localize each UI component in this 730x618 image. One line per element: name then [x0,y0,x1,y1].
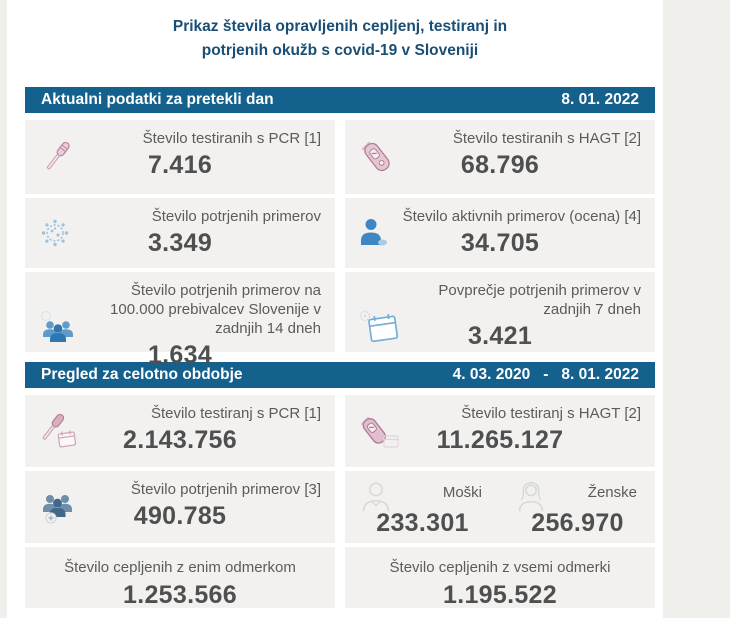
total-row-1: Število testiranj s PCR [1] 2.143.756 [25,395,655,467]
card-tested-hagt: Število testiranih s HAGT [2] 68.796 [345,120,655,194]
pcr-swab-icon [37,137,77,177]
stat-value: 1.634 [147,341,213,369]
stat-label: Število potrjenih primerov [3] [130,481,321,498]
card-tested-pcr: Število testiranih s PCR [1] 7.416 [25,120,335,194]
card-confirmed-cases: Število potrjenih primerov 3.349 [25,198,335,268]
stat-value: 68.796 [460,151,540,179]
page-title: Prikaz števila opravljenih cepljenj, tes… [25,0,655,87]
gender-male: Moški 233.301 [345,471,500,543]
antigen-test-calendar-icon [357,411,401,451]
stat-value: 1.195.522 [443,581,557,609]
date-to: 8. 01. 2022 [561,366,639,383]
card-total-hagt: Število testiranj s HAGT [2] 11.265.127 [345,395,655,467]
section-header-daily: Aktualni podatki za pretekli dan 8. 01. … [25,87,655,113]
stat-label: Število testiranih s PCR [1] [142,130,321,147]
card-active-cases: Število aktivnih primerov (ocena) [4] 34… [345,198,655,268]
card-vaccinated-all-doses: Število cepljenih z vsemi odmerki 1.195.… [345,547,655,609]
stat-label: Število testiranj s HAGT [2] [461,405,641,422]
card-7day-average: Povprečje potrjenih primerov v zadnjih 7… [345,272,655,352]
date-from: 4. 03. 2020 [452,366,531,383]
daily-row-1: Število testiranih s PCR [1] 7.416 [25,120,655,194]
stat-value: 3.349 [147,229,213,257]
people-group-virus-icon [37,308,81,346]
section-daily-title: Aktualni podatki za pretekli dan [41,91,274,108]
page-title-line2: potrjenih okužb s covid-19 v Sloveniji [201,42,479,59]
stat-label: Število potrjenih primerov na 100.000 pr… [110,282,321,337]
date-separator: - [543,366,549,383]
card-total-pcr: Število testiranj s PCR [1] 2.143.756 [25,395,335,467]
section-daily-date: 8. 01. 2022 [561,91,639,108]
total-row-2: Število potrjenih primerov [3] 490.785 [25,471,655,543]
gender-female: Ženske 256.970 [500,471,655,543]
stat-value: 256.970 [531,509,624,537]
card-14day-incidence: Število potrjenih primerov na 100.000 pr… [25,272,335,369]
stat-value: 2.143.756 [123,426,237,454]
card-total-confirmed: Število potrjenih primerov [3] 490.785 [25,471,335,543]
virus-icon [37,215,73,251]
stat-label: Število testiranj s PCR [1] [150,405,321,422]
stat-value: 490.785 [133,502,227,530]
stat-label: Število testiranih s HAGT [2] [452,130,641,147]
stat-label: Število aktivnih primerov (ocena) [4] [402,208,641,225]
stat-label: Moški [442,484,482,501]
calendar-virus-icon [357,308,403,346]
antigen-test-icon [357,137,397,177]
active-person-icon [357,216,391,250]
card-gender-split: Moški 233.301 Že [345,471,655,543]
section-total-title: Pregled za celotno obdobje [41,366,243,383]
dashboard-panel: Prikaz števila opravljenih cepljenj, tes… [7,0,663,618]
male-avatar-icon [357,479,395,517]
stat-value: 233.301 [376,509,469,537]
page-title-line1: Prikaz števila opravljenih cepljenj, tes… [172,18,508,35]
stat-label: Povprečje potrjenih primerov v zadnjih 7… [438,282,641,318]
stat-value: 7.416 [147,151,213,179]
stat-label: Število cepljenih z enim odmerkom [64,559,296,576]
pcr-swab-calendar-icon [37,411,81,451]
people-group-plus-icon [37,488,79,526]
card-vaccinated-one-dose: Število cepljenih z enim odmerkom 1.253.… [25,547,335,609]
daily-row-2: Število potrjenih primerov 3.349 Število… [25,198,655,268]
stat-value: 34.705 [460,229,540,257]
section-header-total: Pregled za celotno obdobje 4. 03. 2020 -… [25,362,655,388]
stat-label: Število cepljenih z vsemi odmerki [389,559,611,576]
stat-value: 11.265.127 [436,426,564,454]
stat-value: 1.253.566 [123,581,237,609]
female-avatar-icon [512,479,550,517]
section-total-date-range: 4. 03. 2020 - 8. 01. 2022 [453,366,639,384]
daily-row-3: Število potrjenih primerov na 100.000 pr… [25,272,655,369]
stat-value: 3.421 [467,322,533,350]
total-row-3: Število cepljenih z enim odmerkom 1.253.… [25,547,655,609]
stat-label: Ženske [587,484,637,501]
stat-label: Število potrjenih primerov [151,208,321,225]
